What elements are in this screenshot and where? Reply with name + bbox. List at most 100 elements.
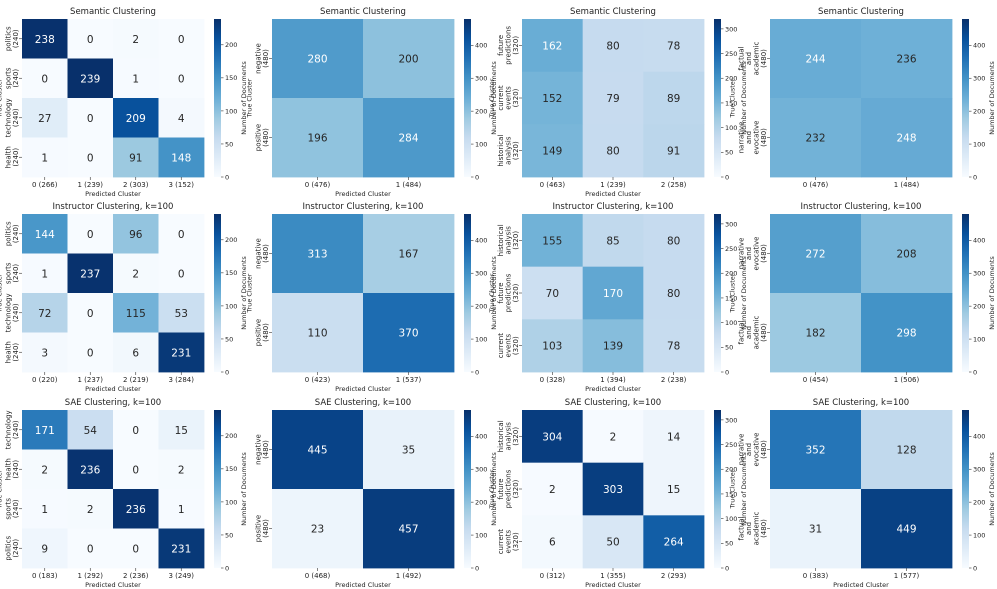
heatmap-cell [67,410,114,450]
cell-value-label: 200 [398,54,418,66]
heatmap-panel-11: SAE Clustering, k=100 304 2 14 2 303 15 6 50 264 0… [488,398,748,589]
heatmap-title: SAE Clustering, k=100 [65,398,161,408]
x-tick-label: 0 (476) [803,181,829,189]
y-tick-label: (480) [760,128,768,147]
heatmap-cell [67,58,114,99]
y-axis-label: True Cluster [0,78,4,118]
heatmap-cell [363,214,455,294]
cell-value-label: 70 [546,288,559,300]
y-tick-label: narrative [738,238,746,270]
cell-value-label: 115 [126,308,146,320]
heatmap-cell [113,489,159,529]
heatmap-title: SAE Clustering, k=100 [315,398,411,408]
cell-value-label: 232 [805,133,825,145]
cell-value-label: 80 [667,288,680,300]
heatmap-panel-8: Instructor Clustering, k=100 272 208 182 298… [729,202,997,384]
y-tick-label: sports [5,498,13,520]
colorbar-tick-label: 100 [225,107,237,115]
heatmap-cell [272,489,364,569]
x-tick-label: 0 (266) [32,181,58,189]
x-axis-label: Predicted Cluster [335,190,391,198]
colorbar [214,410,221,568]
cell-value-label: 2 [610,431,617,443]
y-tick-label: positive [255,319,263,346]
colorbar-tick-label: 100 [225,302,237,310]
y-tick-label: narrative [738,434,746,466]
y-tick-label: (480) [760,440,768,459]
x-tick-label: 0 (454) [803,376,829,384]
cell-value-label: 352 [805,445,825,457]
cell-value-label: 53 [175,308,188,320]
colorbar-label: Number of Documents [490,256,498,330]
cell-value-label: 449 [896,524,916,536]
y-tick-label: (320) [512,231,520,250]
y-tick-label: positive [255,124,263,151]
y-tick-label: current [497,333,505,359]
heatmap-cell [22,489,68,529]
heatmap-cell [522,214,584,268]
colorbar-tick-label: 300 [973,466,985,474]
y-tick-label: negative [255,43,263,74]
heatmap-cell [158,19,205,59]
heatmap-cell [643,515,705,569]
heatmap-cell [522,319,584,373]
y-tick-label: (320) [512,36,520,55]
cell-value-label: 0 [87,308,94,320]
heatmap-title: Semantic Clustering [320,7,406,17]
heatmap-cell [113,19,159,59]
heatmap-cell [582,71,644,125]
colorbar-tick-label: 0 [973,173,977,181]
cell-value-label: 236 [80,464,100,476]
heatmap-cell [643,410,705,464]
colorbar [962,19,969,177]
colorbar-tick-label: 400 [973,433,985,441]
heatmap-cell [272,410,364,490]
heatmap-cell [113,449,159,490]
heatmap-cell [22,449,68,490]
x-tick-label: 1 (492) [396,572,422,580]
y-tick-label: technology [5,410,13,449]
cell-value-label: 6 [549,537,556,549]
y-tick-label: (240) [12,499,20,518]
y-tick-label: and [745,522,753,535]
cell-value-label: 35 [402,445,415,457]
heatmap-cell [158,58,205,99]
colorbar-tick-label: 300 [475,75,487,83]
cell-value-label: 54 [84,425,98,437]
x-tick-label: 1 (484) [894,181,920,189]
heatmap-cell [582,410,644,464]
y-tick-label: (480) [760,49,768,68]
cell-value-label: 231 [171,543,191,555]
colorbar-tick-label: 200 [225,432,237,440]
y-axis-label: True Cluster [0,469,4,509]
y-tick-label: positive [255,515,263,542]
y-tick-label: current [497,529,505,555]
cell-value-label: 78 [667,40,680,52]
colorbar [214,214,221,372]
cell-value-label: 79 [606,93,619,105]
heatmap-cell [158,489,205,529]
colorbar [714,410,721,568]
colorbar-label: Number of Documents [740,452,748,526]
cell-value-label: 4 [178,113,185,125]
cell-value-label: 0 [87,113,94,125]
cell-value-label: 31 [809,524,822,536]
heatmap-cell [22,410,68,450]
cell-value-label: 457 [398,524,418,536]
cell-value-label: 80 [606,40,619,52]
y-tick-label: sports [5,67,13,89]
heatmap-cell [22,19,68,59]
colorbar [464,19,471,177]
x-tick-label: 0 (463) [540,181,566,189]
cell-value-label: 298 [896,328,916,340]
y-tick-label: and [745,247,753,260]
colorbar-tick-label: 0 [225,564,229,572]
y-tick-label: events [505,86,513,110]
y-tick-label: evocative [753,432,761,466]
heatmap-cell [861,410,953,490]
colorbar [962,410,969,568]
cell-value-label: 0 [87,229,94,241]
colorbar-tick-label: 250 [725,441,737,449]
heatmap-cell [67,528,114,569]
